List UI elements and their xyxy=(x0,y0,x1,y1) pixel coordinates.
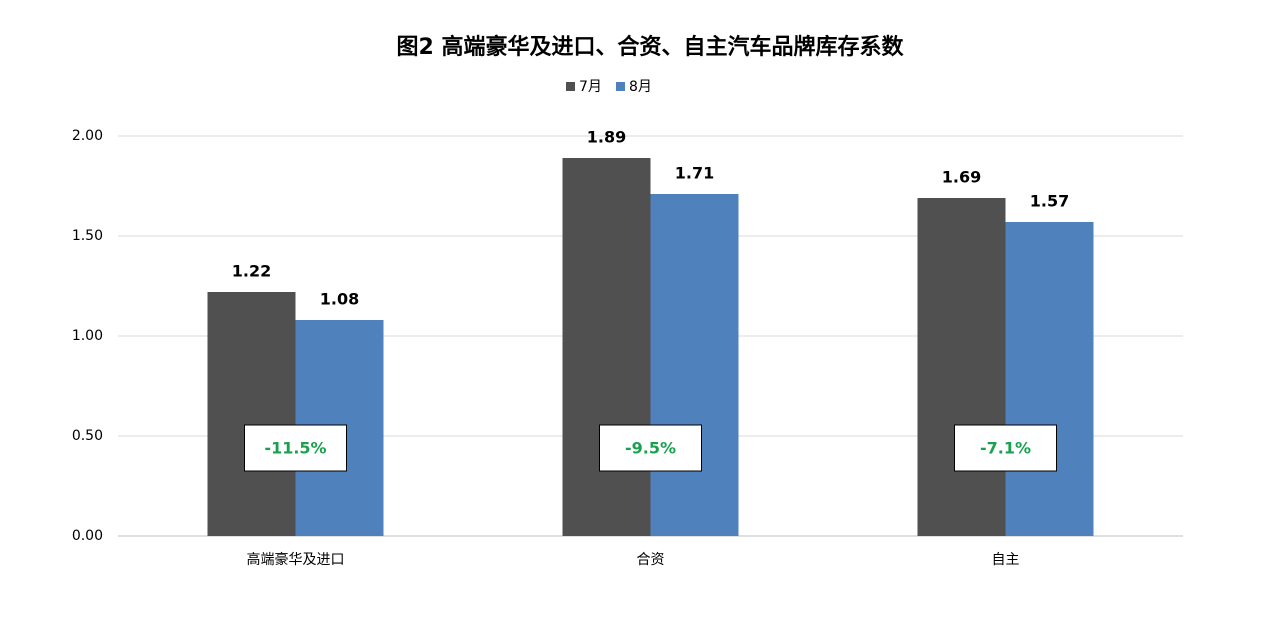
y-tick-label: 2.00 xyxy=(72,128,103,144)
legend-swatch xyxy=(566,82,575,91)
bar xyxy=(917,198,1006,536)
value-label: 1.22 xyxy=(232,262,271,281)
annotation-box xyxy=(599,424,702,472)
bar xyxy=(650,194,739,536)
annotation: -9.5% xyxy=(625,439,676,458)
x-tick-label: 自主 xyxy=(992,552,1020,568)
value-label: 1.08 xyxy=(320,290,359,309)
chart-title: 图2 高端豪华及进口、合资、自主汽车品牌库存系数 xyxy=(397,34,905,60)
y-tick-label: 1.00 xyxy=(72,328,103,344)
value-label: 1.57 xyxy=(1030,192,1069,211)
y-tick-label: 0.00 xyxy=(72,528,103,544)
annotation: -7.1% xyxy=(980,439,1031,458)
y-tick-label: 1.50 xyxy=(72,228,103,244)
value-label: 1.69 xyxy=(942,168,981,187)
bar xyxy=(1005,222,1094,536)
bar xyxy=(562,158,651,536)
annotation-box xyxy=(244,424,347,472)
bar xyxy=(207,292,296,536)
y-tick-label: 0.50 xyxy=(72,428,103,444)
legend-label: 7月 xyxy=(579,79,602,95)
legend-swatch xyxy=(616,82,625,91)
x-tick-label: 高端豪华及进口 xyxy=(247,551,345,568)
legend-label: 8月 xyxy=(629,79,652,95)
annotation: -11.5% xyxy=(264,439,326,458)
annotation-box xyxy=(954,424,1057,472)
value-label: 1.89 xyxy=(587,128,626,147)
x-tick-label: 合资 xyxy=(637,552,665,568)
value-label: 1.71 xyxy=(675,164,714,183)
